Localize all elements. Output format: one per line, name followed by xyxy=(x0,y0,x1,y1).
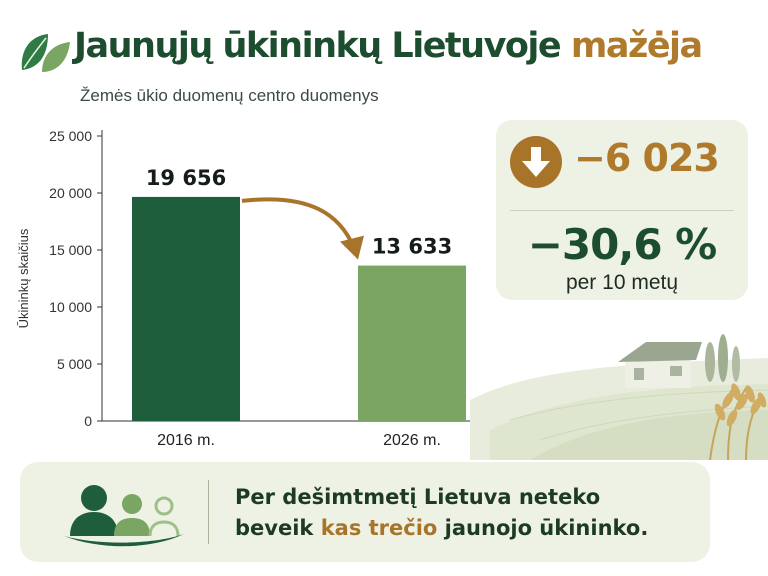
summary-line-1: Per dešimtmetį Lietuva neteko xyxy=(235,485,601,509)
leaf-logo-icon xyxy=(21,34,70,72)
summary-divider xyxy=(208,480,209,544)
y-tick-label: 25 000 xyxy=(49,128,92,144)
y-axis-label: Ūkininkų skaičius xyxy=(16,228,31,328)
y-tick-label: 15 000 xyxy=(49,242,92,258)
title-accent: mažėja xyxy=(570,26,703,66)
percent-change-value: −30,6 % xyxy=(527,220,718,269)
decline-arrowhead xyxy=(340,235,364,260)
summary-line-2-suffix: jaunojo ūkininko. xyxy=(437,516,649,540)
summary-line-2: beveik kas trečio jaunojo ūkininko. xyxy=(235,513,705,544)
bar-value-label: 13 633 xyxy=(372,235,452,259)
period-label: per 10 metų xyxy=(565,271,679,294)
y-tick-label: 10 000 xyxy=(49,299,92,315)
bar-value-label: 19 656 xyxy=(146,166,226,190)
page-subtitle: Žemės ūkio duomenų centro duomenys xyxy=(80,86,379,105)
bar-2 xyxy=(358,265,466,421)
y-tick-label: 5 000 xyxy=(57,356,92,372)
summary-text: Per dešimtmetį Lietuva neteko beveik kas… xyxy=(235,482,705,544)
summary-highlight: kas trečio xyxy=(320,516,438,540)
summary-banner: Per dešimtmetį Lietuva neteko beveik kas… xyxy=(20,462,710,562)
bar-1 xyxy=(132,196,240,421)
y-tick-label: 0 xyxy=(84,413,92,429)
decline-arrow xyxy=(241,197,356,249)
stat-divider xyxy=(510,210,734,211)
x-tick-label: 2016 m. xyxy=(157,432,215,449)
change-stat-card: −6 023 −30,6 % per 10 metų xyxy=(496,120,748,300)
people-group-icon xyxy=(64,485,184,547)
title-main: Jaunųjų ūkininkų Lietuvoje xyxy=(74,26,562,66)
summary-line-2-prefix: beveik xyxy=(235,516,321,540)
page-title: Jaunųjų ūkininkų Lietuvoje mažėja xyxy=(74,26,764,66)
x-tick-label: 2026 m. xyxy=(383,432,441,449)
arrow-down-circle-icon xyxy=(510,136,562,188)
farm-landscape-illustration xyxy=(470,334,768,460)
bar-chart: 0 5 000 10 000 15 000 20 000 25 000 Ūkininkų s… xyxy=(16,128,470,449)
absolute-change-value: −6 023 xyxy=(574,136,720,180)
y-tick-label: 20 000 xyxy=(49,185,92,201)
